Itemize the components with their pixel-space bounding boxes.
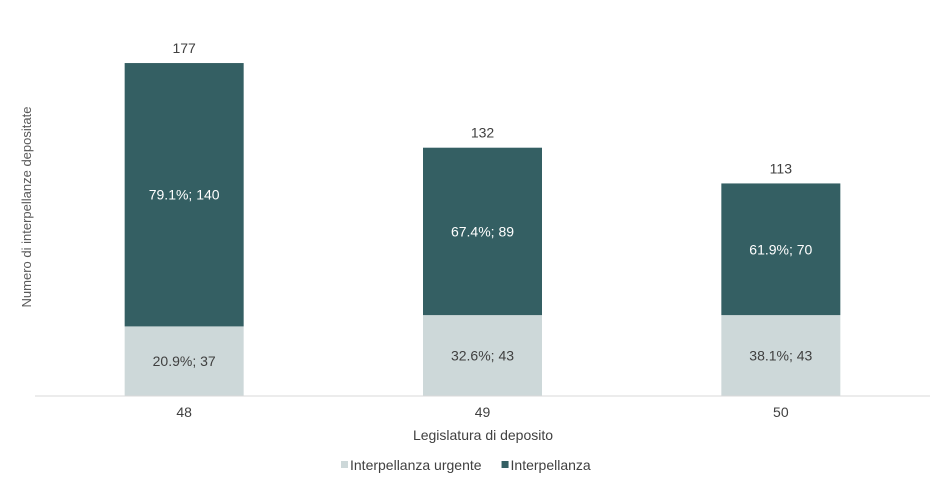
y-axis-label: Numero di interpellanze depositate <box>19 107 34 308</box>
x-tick-labels: 48 49 50 <box>176 404 788 420</box>
data-label: 32.6%; 43 <box>451 348 514 364</box>
x-tick-label: 49 <box>475 404 491 420</box>
x-axis-label: Legislatura di deposito <box>413 427 553 443</box>
bar-urgente-48 <box>124 326 244 396</box>
bar-interpellanza-48 <box>124 63 244 327</box>
legend: Interpellanza urgente Interpellanza <box>341 457 591 473</box>
bar-urgente-49 <box>423 315 542 396</box>
total-label: 132 <box>471 125 495 141</box>
data-label: 61.9%; 70 <box>749 241 812 257</box>
x-tick-label: 50 <box>773 404 789 420</box>
bar-interpellanza-49 <box>423 147 542 316</box>
bar-interpellanza-50 <box>721 183 841 316</box>
legend-swatch <box>341 461 348 468</box>
legend-swatch <box>501 461 509 468</box>
data-label: 38.1%; 43 <box>749 348 812 364</box>
total-label: 113 <box>770 160 793 176</box>
bar-urgente-50 <box>721 315 841 396</box>
legend-label: Interpellanza <box>511 457 591 473</box>
data-label: 20.9%; 37 <box>153 353 216 369</box>
bars-layer: 20.9%; 37 79.1%; 140 177 32.6%; 43 67.4%; 89… <box>124 40 841 396</box>
data-label: 67.4%; 89 <box>451 223 514 239</box>
legend-label: Interpellanza urgente <box>350 457 482 473</box>
total-label: 177 <box>172 40 196 56</box>
data-label: 79.1%; 140 <box>149 187 220 203</box>
x-tick-label: 48 <box>176 404 192 420</box>
